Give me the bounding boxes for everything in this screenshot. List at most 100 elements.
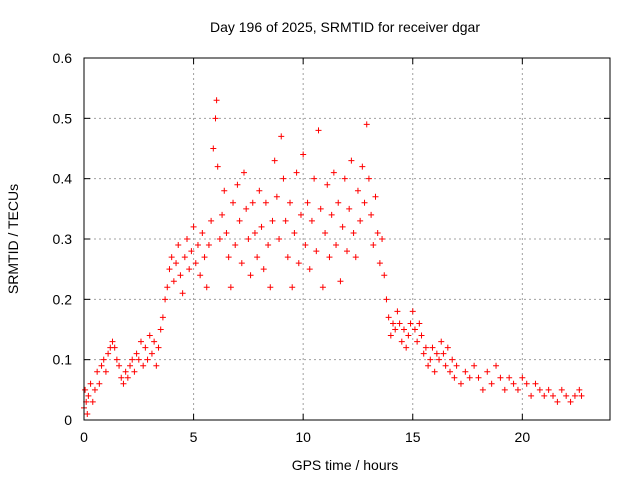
data-point — [129, 356, 136, 363]
data-point — [280, 175, 287, 182]
data-point — [122, 368, 129, 375]
data-point — [418, 332, 425, 339]
data-point — [265, 242, 272, 249]
data-point — [148, 350, 155, 357]
data-point — [313, 248, 320, 255]
data-point — [243, 205, 250, 212]
data-point — [396, 320, 403, 327]
data-point — [284, 254, 291, 261]
data-point — [536, 386, 543, 393]
data-point — [105, 350, 112, 357]
data-point — [385, 314, 392, 321]
data-point — [497, 374, 504, 381]
data-point — [111, 344, 118, 351]
data-point — [269, 217, 276, 224]
data-point — [293, 169, 300, 176]
data-point — [142, 344, 149, 351]
data-point — [436, 356, 443, 363]
data-point — [295, 260, 302, 267]
data-point — [162, 296, 169, 303]
data-point — [425, 362, 432, 369]
data-point — [453, 362, 460, 369]
data-point — [238, 260, 245, 267]
data-point — [120, 380, 127, 387]
data-point — [317, 205, 324, 212]
data-point — [175, 242, 182, 249]
data-point — [135, 356, 142, 363]
y-tick-labels: 0 0.1 0.2 0.3 0.4 0.5 0.6 — [53, 50, 73, 428]
data-point — [416, 320, 423, 327]
data-point — [289, 284, 296, 291]
data-point — [440, 350, 447, 357]
data-point — [308, 217, 315, 224]
data-point — [447, 368, 454, 375]
data-point — [133, 350, 140, 357]
y-tick-label: 0.5 — [53, 110, 73, 126]
y-axis-label: SRMTID / TECUs — [5, 184, 21, 294]
data-point — [319, 284, 326, 291]
data-point — [405, 332, 412, 339]
x-tick-label: 15 — [405, 429, 421, 445]
data-point — [372, 193, 379, 200]
data-point — [287, 199, 294, 206]
data-point — [302, 242, 309, 249]
data-point — [94, 368, 101, 375]
data-point — [251, 229, 258, 236]
data-point — [438, 338, 445, 345]
data-point — [550, 392, 557, 399]
data-point — [282, 217, 289, 224]
data-point — [339, 223, 346, 230]
data-point — [383, 296, 390, 303]
data-point — [326, 254, 333, 261]
data-point — [400, 326, 407, 333]
data-point — [137, 338, 144, 345]
data-point — [225, 254, 232, 261]
data-point — [201, 254, 208, 261]
data-point — [188, 248, 195, 255]
x-tick-label: 5 — [190, 429, 198, 445]
data-point — [479, 386, 486, 393]
data-point — [173, 260, 180, 267]
data-point — [368, 211, 375, 218]
data-point — [466, 374, 473, 381]
data-point — [208, 217, 215, 224]
data-point — [157, 326, 164, 333]
data-point — [216, 236, 223, 242]
data-point — [359, 163, 366, 170]
data-point — [541, 392, 548, 399]
data-point — [124, 374, 131, 381]
data-point — [444, 344, 451, 351]
data-point — [471, 362, 478, 369]
ticks-layer — [83, 57, 610, 421]
data-point — [354, 187, 361, 194]
data-point — [429, 344, 436, 351]
data-point — [91, 386, 98, 393]
data-point — [357, 217, 364, 224]
data-point — [186, 266, 193, 273]
data-point — [374, 229, 381, 236]
data-point — [462, 368, 469, 375]
data-point — [365, 175, 372, 182]
grid-layer — [84, 58, 610, 420]
data-point — [177, 272, 184, 279]
data-point — [159, 314, 166, 321]
data-point — [276, 236, 283, 242]
data-point — [249, 199, 256, 206]
data-point — [350, 229, 357, 236]
y-tick-label: 0.2 — [53, 291, 73, 307]
data-point — [205, 242, 212, 249]
data-point — [89, 398, 96, 405]
data-point — [407, 320, 414, 327]
data-point — [361, 199, 368, 206]
data-point — [514, 386, 521, 393]
data-point — [192, 260, 199, 267]
data-point — [475, 374, 482, 381]
data-point — [96, 380, 103, 387]
data-point — [510, 380, 517, 387]
data-point — [394, 308, 401, 315]
x-axis-label: GPS time / hours — [292, 457, 399, 473]
data-point — [392, 326, 399, 333]
data-point — [151, 338, 158, 345]
y-tick-label: 0 — [64, 412, 72, 428]
data-point — [98, 362, 105, 369]
